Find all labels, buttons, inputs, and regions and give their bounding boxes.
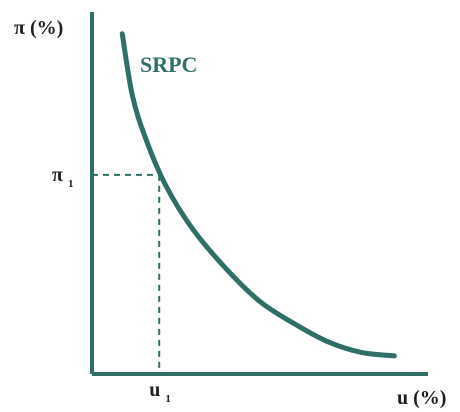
srpc-curve xyxy=(119,31,397,359)
pi1-tick-subscript: 1 xyxy=(68,178,74,190)
x-axis-label: u (%) xyxy=(397,387,446,409)
u1-tick-label: u 1 xyxy=(149,379,171,405)
u1-tick-main: u xyxy=(149,379,160,401)
pi1-tick-label: π 1 xyxy=(52,164,73,190)
y-axis-label: π (%) xyxy=(14,17,63,39)
pi1-tick-main: π xyxy=(52,164,63,186)
u1-tick-subscript: 1 xyxy=(165,393,171,405)
srpc-label: SRPC xyxy=(140,52,197,77)
